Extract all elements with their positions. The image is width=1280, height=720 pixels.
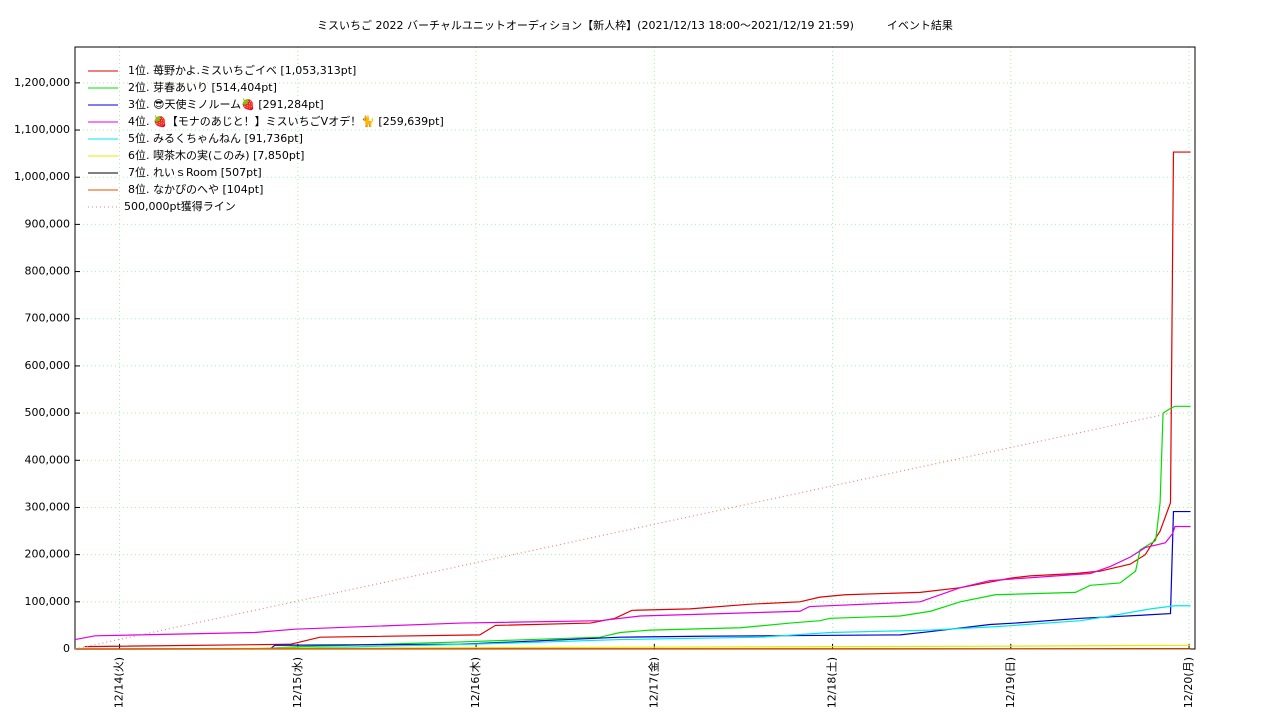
series-line bbox=[74, 644, 1191, 650]
x-tick-label: 12/20(月) bbox=[1182, 657, 1195, 708]
legend-label: 6位. 喫茶木の実(このみ) [7,850pt] bbox=[128, 148, 304, 162]
y-tick-label: 100,000 bbox=[25, 595, 71, 608]
y-tick-label: 600,000 bbox=[25, 359, 71, 372]
series-line bbox=[84, 151, 1191, 648]
legend-label: 8位. なかぴのへや [104pt] bbox=[128, 182, 263, 196]
y-tick-label: 400,000 bbox=[25, 453, 71, 466]
chart-title: ミスいちご 2022 バーチャルユニットオーディション【新人枠】(2021/12… bbox=[317, 18, 953, 32]
series-line bbox=[74, 412, 1171, 650]
series-line bbox=[250, 605, 1191, 650]
x-tick-label: 12/14(火) bbox=[113, 657, 126, 708]
legend-label: 3位. 😎天使ミノルーム🍓 [291,284pt] bbox=[128, 97, 324, 111]
y-tick-label: 1,200,000 bbox=[14, 76, 70, 89]
series-line bbox=[74, 525, 1191, 641]
series-line bbox=[250, 405, 1191, 650]
y-tick-label: 1,100,000 bbox=[14, 123, 70, 136]
y-tick-label: 0 bbox=[63, 642, 70, 655]
x-tick-label: 12/18(土) bbox=[826, 657, 839, 708]
legend-label: 5位. みるくちゃんねん [91,736pt] bbox=[128, 131, 303, 145]
y-tick-label: 800,000 bbox=[25, 265, 71, 278]
legend-label: 7位. れいｓRoom [507pt] bbox=[128, 165, 262, 179]
x-tick-label: 12/17(金) bbox=[646, 657, 660, 708]
legend-label: 1位. 苺野かよ.ミスいちごイベ [1,053,313pt] bbox=[128, 63, 356, 77]
legend-label: 2位. 芽春あいり [514,404pt] bbox=[128, 80, 277, 94]
y-tick-label: 500,000 bbox=[25, 406, 71, 419]
x-tick-label: 12/16(木) bbox=[469, 657, 482, 708]
y-tick-label: 300,000 bbox=[25, 500, 71, 513]
legend-label: 500,000pt獲得ライン bbox=[124, 200, 236, 213]
y-tick-label: 1,000,000 bbox=[14, 170, 70, 183]
x-tick-label: 12/15(水) bbox=[291, 657, 304, 708]
x-tick-label: 12/19(日) bbox=[1004, 657, 1017, 708]
y-tick-label: 900,000 bbox=[25, 217, 71, 230]
y-tick-label: 700,000 bbox=[25, 312, 71, 325]
y-tick-label: 200,000 bbox=[25, 548, 71, 561]
legend-label: 4位. 🍓【モナのあじと！】ミスいちごVオデ！🐈 [259,639pt] bbox=[128, 114, 444, 128]
